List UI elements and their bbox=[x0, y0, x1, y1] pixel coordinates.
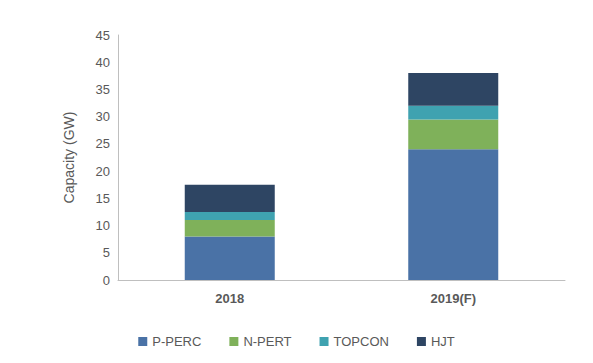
svg-text:TOPCON: TOPCON bbox=[334, 334, 389, 349]
svg-text:25: 25 bbox=[96, 136, 110, 151]
svg-text:45: 45 bbox=[96, 28, 110, 43]
svg-text:2019(F): 2019(F) bbox=[430, 291, 476, 306]
svg-text:N-PERT: N-PERT bbox=[243, 334, 291, 349]
svg-text:40: 40 bbox=[96, 55, 110, 70]
svg-text:10: 10 bbox=[96, 218, 110, 233]
svg-text:2018: 2018 bbox=[215, 291, 244, 306]
svg-text:20: 20 bbox=[96, 164, 110, 179]
svg-text:P-PERC: P-PERC bbox=[152, 334, 201, 349]
svg-text:0: 0 bbox=[103, 273, 110, 288]
svg-text:15: 15 bbox=[96, 191, 110, 206]
svg-text:HJT: HJT bbox=[431, 334, 455, 349]
svg-text:30: 30 bbox=[96, 109, 110, 124]
svg-text:5: 5 bbox=[103, 245, 110, 260]
svg-text:Capacity (GW): Capacity (GW) bbox=[61, 112, 77, 204]
svg-text:35: 35 bbox=[96, 82, 110, 97]
